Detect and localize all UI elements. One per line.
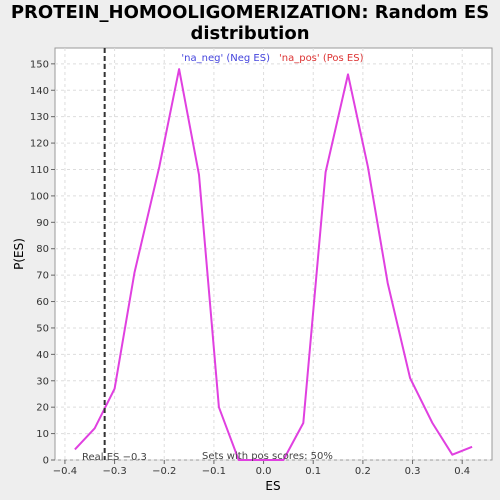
y-tick-label: 50 (36, 323, 49, 334)
x-tick-label: 0.3 (405, 466, 421, 477)
y-tick-label: 130 (30, 112, 49, 123)
y-tick-label: 70 (36, 271, 49, 282)
x-tick-label: 0.1 (305, 466, 321, 477)
x-tick-label: 0.0 (256, 466, 272, 477)
x-tick-label: −0.1 (202, 466, 226, 477)
series-layer (74, 48, 473, 461)
axes: 0 10 20 30 40 50 60 70 80 90 100 110 120 130 140 150 −0.… (30, 59, 470, 477)
x-tick-label: 0.2 (355, 466, 371, 477)
x-tick-label: −0.3 (102, 466, 126, 477)
es-distribution-line (74, 68, 473, 461)
y-tick-label: 0 (43, 456, 49, 467)
x-tick-label: −0.2 (152, 466, 176, 477)
x-tick-label: 0.4 (454, 466, 470, 477)
y-tick-label: 150 (30, 59, 49, 70)
plot-area (54, 47, 493, 461)
y-tick-label: 40 (36, 350, 49, 361)
x-axis-label: ES (265, 479, 280, 493)
y-axis-label: P(ES) (12, 238, 26, 270)
y-tick-label: 140 (30, 86, 49, 97)
y-tick-label: 10 (36, 429, 49, 440)
y-tick-label: 110 (30, 165, 49, 176)
chart-title: PROTEIN_HOMOOLIGOMERIZATION: Random ES d… (0, 2, 500, 44)
y-tick-label: 100 (30, 191, 49, 202)
y-tick-label: 20 (36, 403, 49, 414)
chart-title-line2: distribution (190, 23, 310, 44)
y-tick-label: 120 (30, 139, 49, 150)
legend-pos-label: 'na_pos' (Pos ES) (279, 53, 364, 64)
y-tick-label: 90 (36, 218, 49, 229)
chart-title-line1: PROTEIN_HOMOOLIGOMERIZATION: Random ES (10, 2, 490, 23)
y-tick-label: 80 (36, 244, 49, 255)
legend-neg-label: 'na_neg' (Neg ES) (181, 53, 270, 64)
y-tick-label: 60 (36, 297, 49, 308)
grid-lines (55, 48, 492, 461)
real-es-label: Real ES −0.3 (82, 452, 147, 463)
pos-scores-annotation: Sets with pos scores: 50% (202, 451, 333, 462)
x-tick-label: −0.4 (53, 466, 77, 477)
y-tick-label: 30 (36, 376, 49, 387)
